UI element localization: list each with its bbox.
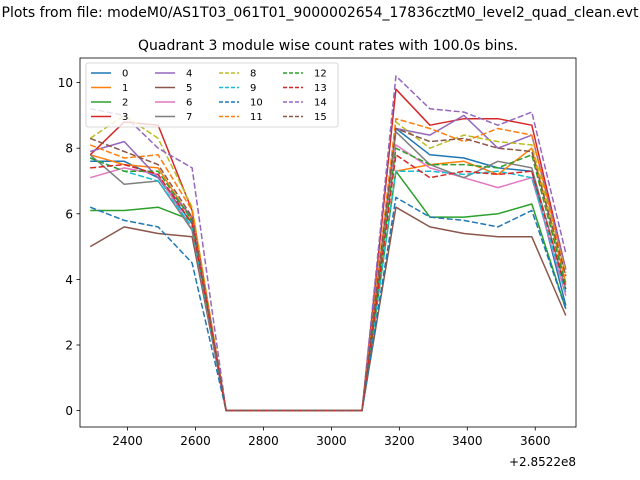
y-tick-label: 10 xyxy=(58,76,73,90)
y-axis: 0 2 4 6 8 10 xyxy=(58,76,80,418)
legend-label-8: 8 xyxy=(250,69,256,80)
legend-label-5: 5 xyxy=(186,83,192,94)
y-tick-label: 6 xyxy=(65,207,73,221)
legend-label-1: 1 xyxy=(122,83,128,94)
x-axis-offset-label: +2.8522e8 xyxy=(509,455,576,469)
x-tick-label: 3400 xyxy=(452,434,483,448)
legend-label-6: 6 xyxy=(186,98,192,109)
x-axis: 2400 2600 2800 3000 3200 3400 3600 xyxy=(112,427,551,448)
x-tick-label: 2600 xyxy=(180,434,211,448)
figure-suptitle: Plots from file: modeM0/AS1T03_061T01_90… xyxy=(2,5,639,21)
x-tick-label: 2800 xyxy=(248,434,279,448)
legend-label-15: 15 xyxy=(314,112,327,123)
legend-label-11: 11 xyxy=(250,112,263,123)
legend-label-3: 3 xyxy=(122,112,128,123)
x-tick-label: 3600 xyxy=(520,434,551,448)
legend-label-14: 14 xyxy=(314,98,327,109)
series-line-15 xyxy=(89,127,567,412)
series-line-8 xyxy=(89,114,567,412)
x-tick-label: 3000 xyxy=(316,434,347,448)
legend-label-12: 12 xyxy=(314,69,327,80)
x-tick-label: 3200 xyxy=(384,434,415,448)
legend-label-4: 4 xyxy=(186,69,192,80)
legend-label-13: 13 xyxy=(314,83,327,94)
legend-label-9: 9 xyxy=(250,83,256,94)
legend-label-2: 2 xyxy=(122,98,128,109)
axes-frame xyxy=(79,57,577,428)
legend-label-0: 0 xyxy=(122,69,128,80)
y-tick-label: 2 xyxy=(65,339,73,353)
y-tick-label: 0 xyxy=(65,404,73,418)
legend-box xyxy=(85,62,339,128)
y-tick-label: 4 xyxy=(65,273,73,287)
chart-title: Quadrant 3 module wise count rates with … xyxy=(138,38,518,54)
legend-label-7: 7 xyxy=(186,112,192,123)
x-tick-label: 2400 xyxy=(112,434,143,448)
y-tick-label: 8 xyxy=(65,142,73,156)
legend-label-10: 10 xyxy=(250,98,263,109)
series-line-10 xyxy=(89,196,567,412)
series-layer xyxy=(89,75,567,412)
